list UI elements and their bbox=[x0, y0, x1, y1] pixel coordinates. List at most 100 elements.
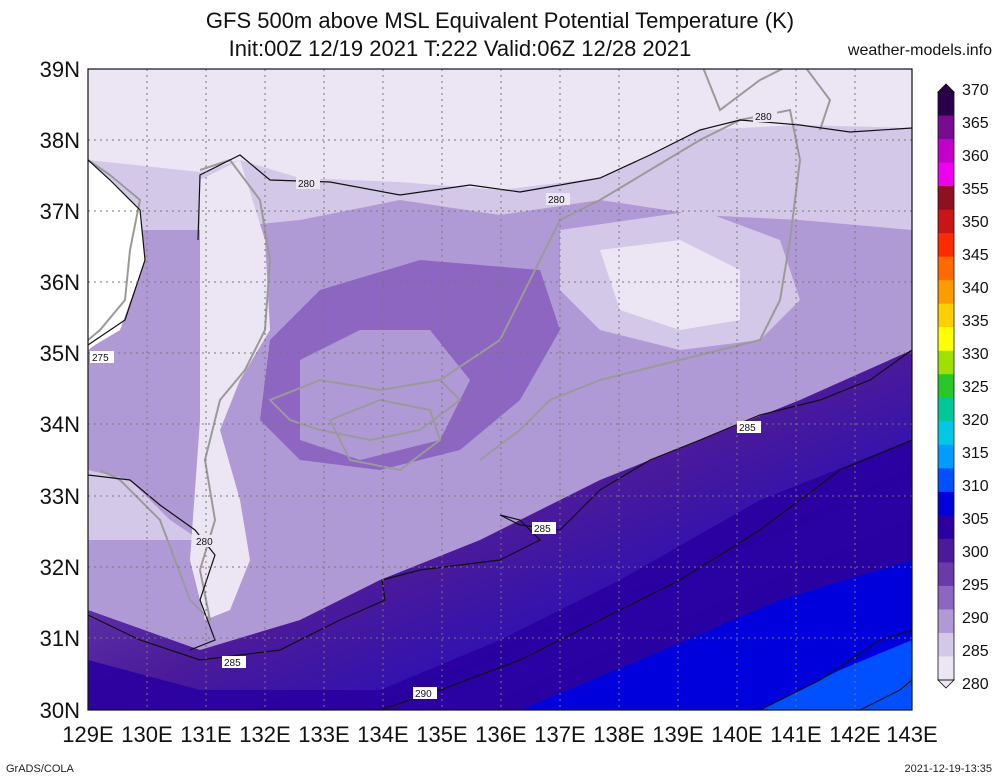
map-field bbox=[88, 69, 912, 710]
colorbar-label: 310 bbox=[962, 478, 989, 495]
colorbar-segment bbox=[938, 350, 954, 375]
colorbar-segment bbox=[938, 233, 954, 258]
contour-label: 280 bbox=[548, 195, 565, 206]
colorbar-segment bbox=[938, 92, 954, 117]
field-east-lighter bbox=[600, 240, 740, 330]
colorbar-label: 355 bbox=[962, 181, 989, 198]
colorbar-label: 280 bbox=[962, 676, 989, 693]
contour-labels: 280 280 280 280 275 285 285 285 290 bbox=[90, 110, 777, 700]
lon-label: 129E bbox=[62, 722, 113, 747]
colorbar-label: 325 bbox=[962, 379, 989, 396]
lon-label: 136E bbox=[475, 722, 526, 747]
lat-label: 35N bbox=[40, 341, 80, 366]
lat-label: 36N bbox=[40, 270, 80, 295]
colorbar-segment bbox=[938, 632, 954, 657]
colorbar-segment bbox=[938, 444, 954, 469]
colorbar-label: 290 bbox=[962, 610, 989, 627]
colorbar-label: 345 bbox=[962, 247, 989, 264]
coastlines bbox=[88, 69, 832, 624]
colorbar-segment bbox=[938, 468, 954, 493]
field-kyushu-light bbox=[190, 160, 270, 620]
colorbar-segment bbox=[938, 256, 954, 281]
colorbar-label: 320 bbox=[962, 412, 989, 429]
colorbar-top-arrow bbox=[937, 83, 955, 93]
contour-label: 285 bbox=[534, 524, 551, 535]
footer-timestamp: 2021-12-19-13:35 bbox=[904, 763, 992, 775]
lon-label: 133E bbox=[298, 722, 349, 747]
colorbar-segment bbox=[938, 327, 954, 352]
colorbar-labels: 370 365 360 355 350 345 340 335 330 325 … bbox=[962, 82, 989, 693]
colorbar-segment bbox=[938, 491, 954, 516]
colorbar-segment bbox=[938, 515, 954, 540]
lat-label: 33N bbox=[40, 484, 80, 509]
lat-label: 39N bbox=[40, 57, 80, 82]
lat-label: 30N bbox=[40, 698, 80, 723]
colorbar-segment bbox=[938, 374, 954, 399]
grid-lines bbox=[88, 69, 912, 710]
colorbar-label: 295 bbox=[962, 577, 989, 594]
colorbar-segment bbox=[938, 609, 954, 634]
colorbar-label: 370 bbox=[962, 82, 989, 99]
lon-label: 143E bbox=[886, 722, 937, 747]
lon-label: 142E bbox=[829, 722, 880, 747]
contour-label: 280 bbox=[298, 179, 315, 190]
colorbar-segment bbox=[938, 186, 954, 211]
colorbar-segment bbox=[938, 421, 954, 446]
colorbar-label: 305 bbox=[962, 511, 989, 528]
lon-label: 138E bbox=[593, 722, 644, 747]
lat-label: 38N bbox=[40, 128, 80, 153]
colorbar-label: 300 bbox=[962, 544, 989, 561]
lon-labels: 129E 130E 131E 132E 133E 134E 135E 136E … bbox=[62, 722, 937, 747]
colorbar-segment bbox=[938, 585, 954, 610]
colorbar-segment bbox=[938, 115, 954, 140]
lon-label: 137E bbox=[534, 722, 585, 747]
land-mask-korea bbox=[88, 69, 145, 350]
field-south-blue bbox=[520, 560, 912, 710]
contour-label: 285 bbox=[739, 423, 756, 434]
contour-label: 280 bbox=[196, 537, 213, 548]
colorbar-label: 365 bbox=[962, 115, 989, 132]
map-frame bbox=[87, 68, 913, 711]
colorbar-segment bbox=[938, 280, 954, 305]
lon-label: 140E bbox=[711, 722, 762, 747]
chart-subtitle: Init:00Z 12/19 2021 T:222 Valid:06Z 12/2… bbox=[228, 36, 692, 61]
colorbar bbox=[937, 83, 955, 689]
lon-label: 139E bbox=[652, 722, 703, 747]
contour-label: 275 bbox=[92, 353, 109, 364]
contour-label: 285 bbox=[224, 658, 241, 669]
colorbar-segment bbox=[938, 562, 954, 587]
contour-label: 290 bbox=[415, 689, 432, 700]
colorbar-label: 285 bbox=[962, 643, 989, 660]
colorbar-segment bbox=[938, 397, 954, 422]
colorbar-label: 335 bbox=[962, 313, 989, 330]
contour-label: 280 bbox=[755, 112, 772, 123]
lon-label: 134E bbox=[357, 722, 408, 747]
lat-label: 37N bbox=[40, 199, 80, 224]
colorbar-label: 360 bbox=[962, 148, 989, 165]
colorbar-label: 340 bbox=[962, 280, 989, 297]
lon-label: 135E bbox=[416, 722, 467, 747]
field-south-lightblue bbox=[760, 640, 912, 710]
lat-labels: 39N 38N 37N 36N 35N 34N 33N 32N 31N 30N bbox=[40, 57, 80, 723]
chart-title: GFS 500m above MSL Equivalent Potential … bbox=[205, 8, 795, 33]
lon-label: 131E bbox=[180, 722, 231, 747]
colorbar-frame bbox=[937, 91, 955, 681]
lat-label: 34N bbox=[40, 412, 80, 437]
site-credit[interactable]: weather-models.info bbox=[847, 42, 992, 59]
colorbar-label: 315 bbox=[962, 445, 989, 462]
colorbar-bottom-arrow bbox=[937, 679, 955, 689]
field-central-inner bbox=[300, 330, 470, 460]
colorbar-segment bbox=[938, 303, 954, 328]
colorbar-segment bbox=[938, 139, 954, 164]
colorbar-segment bbox=[938, 538, 954, 563]
colorbar-segment bbox=[938, 656, 954, 681]
lon-label: 130E bbox=[121, 722, 172, 747]
lat-label: 32N bbox=[40, 555, 80, 580]
field-band-north-light bbox=[88, 69, 912, 190]
colorbar-label: 330 bbox=[962, 346, 989, 363]
colorbar-segment bbox=[938, 162, 954, 187]
colorbar-label: 350 bbox=[962, 214, 989, 231]
lon-label: 132E bbox=[239, 722, 290, 747]
lat-label: 31N bbox=[40, 626, 80, 651]
